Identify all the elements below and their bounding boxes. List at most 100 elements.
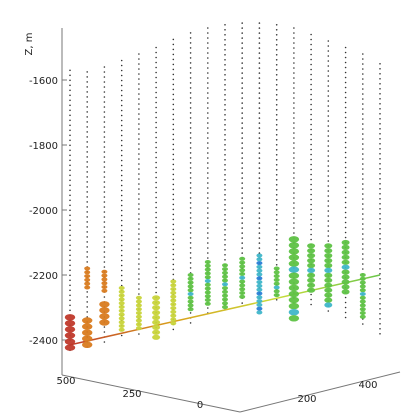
data-point [222, 289, 228, 294]
data-point [341, 254, 350, 260]
well-dot [207, 257, 209, 259]
well-dot [258, 62, 261, 64]
well-dot [138, 103, 140, 105]
well-dot [379, 218, 381, 220]
data-point [170, 321, 177, 326]
well-dot [224, 174, 226, 176]
well-dot [224, 204, 226, 206]
data-point [152, 324, 161, 330]
well-dot [327, 185, 330, 187]
well-dot [258, 222, 261, 224]
well-dot [293, 72, 295, 74]
well-dot [327, 55, 330, 57]
well-dot [189, 92, 192, 94]
well-dot [258, 227, 261, 229]
data-point [170, 294, 177, 299]
data-point [135, 295, 142, 300]
well-dot [275, 69, 278, 71]
well-dot [327, 95, 330, 97]
well-dot [138, 78, 140, 80]
well-dot [241, 47, 243, 49]
well-dot [138, 228, 140, 230]
well-dot [103, 116, 106, 118]
data-point [82, 317, 93, 324]
well-dot [224, 119, 226, 121]
well-dot [189, 167, 192, 169]
well-dot [258, 152, 261, 154]
data-point [341, 284, 350, 290]
well-dot [138, 118, 140, 120]
well-dot [293, 77, 295, 79]
well-dot [69, 154, 71, 157]
well-dot [103, 96, 106, 98]
well-dot [241, 187, 243, 189]
well-dot [69, 79, 71, 82]
data-point [84, 281, 91, 286]
well-dot [258, 197, 261, 199]
well-dot [327, 150, 330, 152]
well-dot [362, 198, 364, 200]
well-dot [138, 253, 140, 255]
well-dot [120, 139, 123, 142]
well-dot [241, 302, 243, 304]
well-dot [275, 79, 278, 81]
well-dot [69, 274, 71, 277]
well-dot [155, 131, 157, 134]
well-dot [189, 47, 192, 49]
well-dot [293, 227, 295, 229]
well-dot [379, 198, 381, 200]
well-dot [379, 93, 381, 95]
well-dot [224, 149, 226, 151]
well-dot [138, 188, 140, 190]
well-dot [69, 254, 71, 257]
well-dot [379, 193, 381, 195]
well-dot [362, 233, 364, 235]
well-dot [362, 158, 364, 160]
data-point [359, 276, 366, 281]
well-dot [103, 236, 106, 238]
well-dot [103, 181, 106, 183]
well-dot [310, 88, 312, 91]
well-dot [310, 98, 312, 101]
data-point [118, 316, 125, 321]
well-dot [293, 87, 295, 89]
well-dot [155, 216, 157, 219]
well-dot [362, 98, 364, 100]
well-dot [155, 51, 157, 54]
well-dot [69, 74, 71, 77]
well-dot [310, 108, 312, 111]
well-dot [138, 268, 140, 270]
well-dot [293, 117, 295, 119]
well-dot [155, 241, 157, 244]
well-dot [293, 82, 295, 84]
well-dot [155, 71, 157, 74]
data-point [99, 319, 110, 326]
data-point [118, 312, 125, 317]
left-floor-axis [61, 374, 241, 413]
well-dot [275, 219, 278, 221]
well-dot [241, 227, 243, 229]
data-point [359, 307, 366, 312]
well-dot [207, 172, 209, 174]
well-dot [310, 138, 312, 141]
well-dot [138, 133, 140, 135]
well-dot [172, 103, 175, 106]
well-dot [207, 72, 209, 74]
well-dot [241, 197, 243, 199]
well-dot [310, 153, 312, 156]
well-1 [86, 71, 88, 348]
data-point [118, 301, 125, 306]
data-point [256, 295, 263, 300]
data-point [222, 278, 228, 283]
well-dot [155, 171, 157, 174]
well-dot [344, 76, 347, 79]
well-dot [155, 161, 157, 164]
well-dot [241, 217, 243, 219]
cluster-11 [222, 263, 228, 310]
well-dot [103, 71, 106, 73]
well-dot [138, 58, 140, 60]
well-dot [293, 122, 295, 124]
well-dot [86, 206, 88, 208]
well-dot [258, 217, 261, 219]
well-dot [327, 225, 330, 227]
